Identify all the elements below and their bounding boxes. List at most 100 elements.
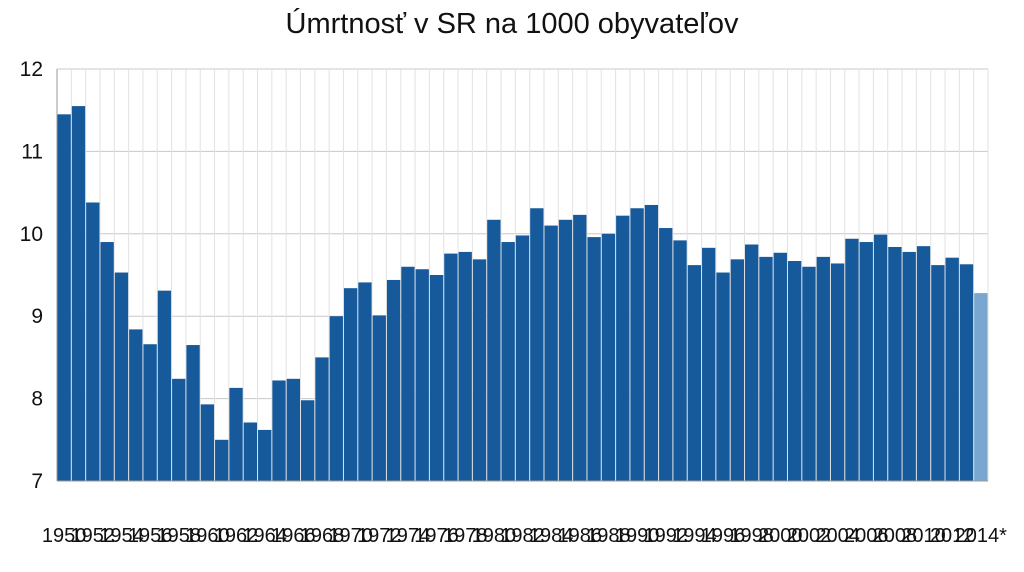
- bar-1999: [759, 256, 773, 481]
- bar-1980: [487, 219, 501, 482]
- bar-1976: [429, 275, 444, 481]
- bar-1963: [243, 422, 258, 481]
- x-tick-label: 1964: [242, 525, 287, 547]
- bar-2003: [816, 256, 830, 481]
- x-tick-label: 1992: [643, 525, 688, 547]
- bar-1977: [444, 253, 458, 481]
- y-tick-label: 12: [20, 58, 43, 81]
- bar-2002: [802, 266, 816, 481]
- y-tick-label: 10: [20, 223, 43, 246]
- bar-1981: [501, 242, 515, 481]
- bar-1971: [358, 282, 372, 481]
- bar-1966: [286, 378, 300, 481]
- y-tick-label: 11: [21, 140, 43, 163]
- x-tick-label: 1962: [214, 525, 259, 547]
- bar-1979: [472, 259, 487, 481]
- bar-1969: [329, 316, 343, 481]
- x-tick-label: 2008: [873, 525, 918, 547]
- bar-1954: [114, 272, 129, 481]
- x-tick-label: 2006: [844, 525, 889, 547]
- bar-1991: [644, 204, 659, 481]
- bar-1996: [716, 272, 730, 481]
- bar-2014star: [974, 293, 988, 481]
- bar-1985: [558, 219, 573, 482]
- bar-1984: [544, 225, 558, 481]
- bar-2009: [902, 251, 916, 481]
- bar-2008: [888, 246, 902, 481]
- y-tick-label: 7: [31, 470, 43, 493]
- bar-1958: [172, 378, 186, 481]
- bar-2005: [845, 238, 859, 481]
- bar-1961: [215, 439, 229, 481]
- bar-2006: [859, 242, 873, 481]
- x-tick-label: 1988: [586, 525, 631, 547]
- x-tick-label: 2010: [901, 525, 946, 547]
- x-tick-label: 1976: [414, 525, 459, 547]
- bar-1967: [300, 400, 315, 481]
- x-tick-label: 2004: [815, 525, 860, 547]
- bar-2001: [787, 260, 802, 481]
- bar-1964: [258, 429, 272, 481]
- bar-1994: [687, 265, 702, 481]
- x-tick-label: 2000: [758, 525, 803, 547]
- x-tick-label: 1954: [99, 525, 144, 547]
- bar-1956: [143, 344, 157, 481]
- x-tick-label: 1970: [328, 525, 373, 547]
- x-tick-label: 1960: [185, 525, 230, 547]
- x-tick-label: 1966: [271, 525, 316, 547]
- x-tick-label: 1956: [128, 525, 173, 547]
- x-tick-label: 1952: [71, 525, 116, 547]
- bar-1968: [315, 357, 329, 481]
- bars: [57, 106, 988, 482]
- bar-1970: [343, 288, 358, 481]
- axes: [56, 69, 988, 482]
- bar-2007: [873, 234, 888, 481]
- x-tick-label: 1996: [701, 525, 746, 547]
- bar-1998: [745, 244, 759, 481]
- bar-1952: [86, 202, 100, 481]
- bar-1962: [229, 387, 243, 481]
- bar-1950: [57, 114, 71, 481]
- bar-1951: [71, 106, 86, 481]
- x-tick-label: 1994: [672, 525, 717, 547]
- bar-1997: [730, 259, 745, 481]
- x-tick-label: 1986: [558, 525, 603, 547]
- x-tick-label: 1982: [500, 525, 545, 547]
- y-tick-label: 9: [31, 305, 43, 328]
- x-tick-label: 1974: [386, 525, 431, 547]
- bar-1993: [673, 240, 687, 481]
- bar-1953: [100, 242, 114, 481]
- bar-1995: [702, 247, 716, 481]
- bar-2012: [945, 257, 959, 481]
- bar-1957: [157, 290, 172, 481]
- bar-2004: [830, 263, 845, 481]
- bar-2010: [916, 246, 931, 481]
- x-tick-label: 1958: [156, 525, 201, 547]
- x-tick-label: 1984: [529, 525, 574, 547]
- bar-2000: [773, 252, 787, 481]
- tick-labels: 7891011121950195219541956195819601962196…: [20, 58, 1008, 547]
- x-tick-label: 1968: [300, 525, 345, 547]
- bar-1987: [587, 237, 601, 481]
- x-tick-label: 2002: [787, 525, 832, 547]
- bar-2013: [959, 264, 974, 481]
- x-tick-label: 1950: [42, 525, 87, 547]
- bar-1973: [386, 279, 401, 481]
- x-tick-label: 1998: [729, 525, 774, 547]
- bar-1986: [573, 214, 587, 481]
- bar-1983: [530, 208, 544, 482]
- gridlines: [56, 68, 989, 482]
- bar-1960: [200, 404, 215, 481]
- bar-1990: [630, 208, 644, 482]
- y-tick-label: 8: [31, 388, 43, 411]
- x-tick-label: 1990: [615, 525, 660, 547]
- x-tick-label: 1980: [472, 525, 517, 547]
- bar-1978: [458, 251, 472, 481]
- x-tick-label: 1972: [357, 525, 402, 547]
- bar-1972: [372, 315, 386, 481]
- x-tick-label: 1978: [443, 525, 488, 547]
- bar-1982: [515, 235, 530, 481]
- bar-1965: [272, 380, 286, 481]
- bar-1992: [659, 228, 673, 481]
